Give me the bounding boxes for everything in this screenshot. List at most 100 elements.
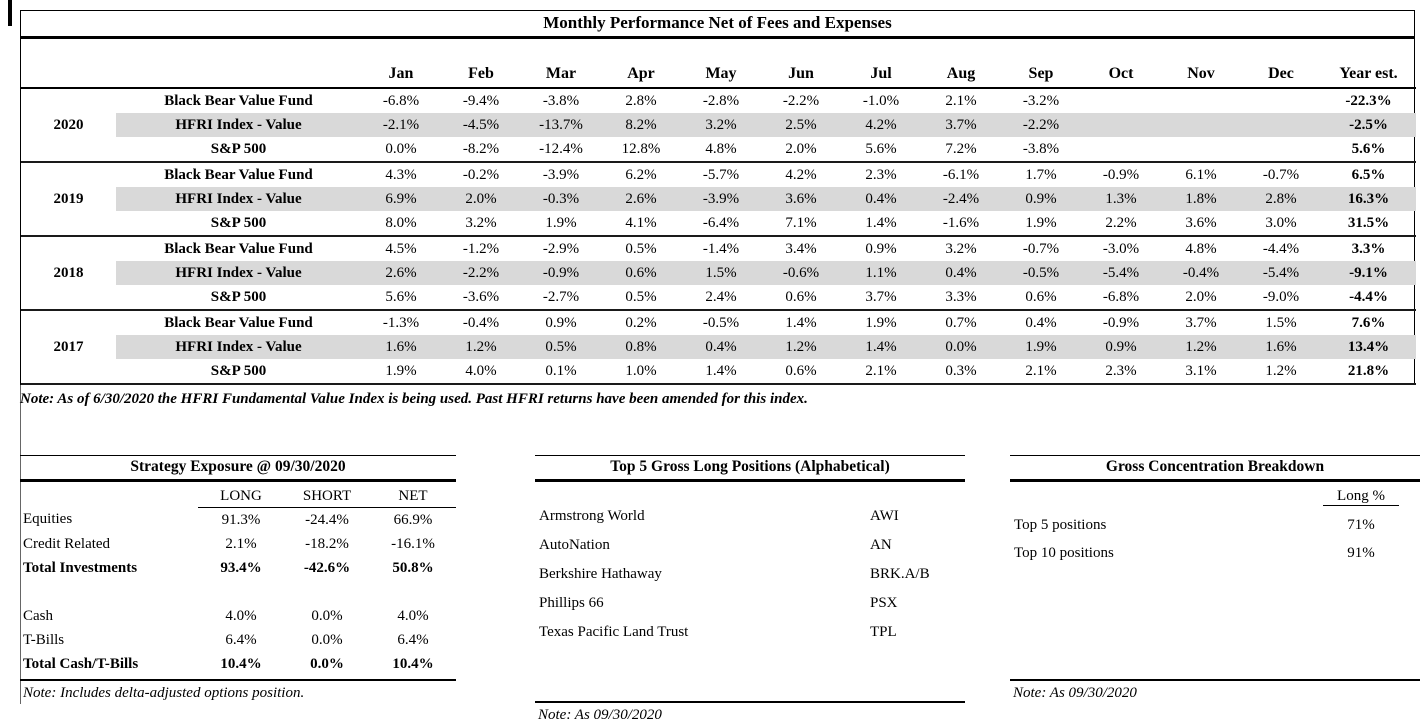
month-value-cell: 1.4%	[841, 211, 921, 237]
position-row: Berkshire Hathaway BRK.A/B	[535, 562, 965, 591]
month-value-cell: 6.2%	[625, 166, 657, 183]
month-value-cell: 2.5%	[761, 113, 841, 137]
month-value-cell: 1.2%	[761, 335, 841, 359]
position-ticker: AWI	[870, 508, 899, 524]
month-value-cell	[1241, 113, 1321, 137]
strategy-row-label: Total Investments	[23, 559, 138, 576]
month-value-cell: 2.0%	[1161, 285, 1241, 311]
month-value-cell: -1.4%	[702, 240, 740, 257]
month-value-cell: -2.2%	[1001, 113, 1081, 137]
concentration-value: 71%	[1347, 517, 1375, 533]
month-value-cell: 3.6%	[1161, 211, 1241, 237]
series-label: S&P 500	[116, 211, 361, 237]
month-value-cell: 1.9%	[1001, 211, 1081, 237]
page-edge-artifact	[8, 0, 12, 26]
month-value-cell: 2.6%	[601, 187, 681, 211]
performance-row: S&P 500 0.0% -8.2% -12.4% 12.8% 4.8% 2.0% 5.6% 7…	[21, 137, 1416, 163]
strategy-long-value: 93.4%	[220, 559, 262, 576]
year-est-cell: 6.5%	[1351, 166, 1386, 183]
month-value-cell: 2.1%	[865, 362, 897, 379]
month-value-cell: -3.6%	[441, 285, 521, 311]
concentration-label: Top 10 positions	[1014, 545, 1114, 561]
strategy-row-label: Equities	[23, 511, 73, 528]
month-value-cell: 5.6%	[361, 285, 441, 311]
concentration-content: Long % Top 5 positions 71% Top 10 position…	[1010, 482, 1420, 681]
strategy-short-value: -18.2%	[305, 535, 349, 552]
month-value-cell: -3.8%	[542, 92, 580, 109]
position-name: Phillips 66	[539, 595, 604, 611]
month-value-cell: -3.9%	[542, 166, 580, 183]
month-value-cell: -6.8%	[1081, 285, 1161, 311]
strategy-label-col-header	[20, 482, 198, 508]
month-value-cell: 3.7%	[841, 285, 921, 311]
month-value-cell: 0.6%	[601, 261, 681, 285]
month-value-cell: 2.8%	[1241, 187, 1321, 211]
month-value-cell: 2.4%	[681, 285, 761, 311]
concentration-label: Top 5 positions	[1014, 517, 1107, 533]
concentration-value: 91%	[1347, 545, 1375, 561]
month-value-cell: -5.4%	[1081, 261, 1161, 285]
month-value-cell: -0.7%	[1022, 240, 1060, 257]
month-value-cell: 2.1%	[1025, 362, 1057, 379]
month-value-cell	[1241, 137, 1321, 163]
year-label: 2019	[21, 162, 116, 237]
strategy-long-value: 10.4%	[220, 655, 262, 672]
month-value-cell: -1.3%	[382, 314, 420, 331]
year-est-cell: 13.4%	[1321, 335, 1416, 359]
month-value-cell: -5.7%	[702, 166, 740, 183]
month-value-cell: 1.4%	[785, 314, 817, 331]
strategy-short-value: 0.0%	[311, 631, 343, 648]
month-value-cell: -1.0%	[862, 92, 900, 109]
month-value-cell: -4.5%	[441, 113, 521, 137]
strategy-row-label: Cash	[23, 607, 53, 624]
positions-list: Armstrong World AWI AutoNation AN Berkshire …	[535, 482, 965, 703]
year-est-cell: 5.6%	[1321, 137, 1416, 163]
month-value-cell: 3.4%	[785, 240, 817, 257]
month-header: Jul	[841, 39, 921, 89]
month-value-cell: 3.2%	[681, 113, 761, 137]
concentration-row: Top 10 positions 91%	[1010, 540, 1420, 568]
short-col-header: SHORT	[284, 482, 370, 508]
month-value-cell: 8.2%	[601, 113, 681, 137]
strategy-long-value: 6.4%	[225, 631, 257, 648]
month-value-cell: 2.0%	[761, 137, 841, 163]
month-header: Mar	[521, 39, 601, 89]
performance-row: HFRI Index - Value 6.9% 2.0% -0.3% 2.6% -3.9%…	[21, 187, 1416, 211]
position-name: Armstrong World	[539, 508, 645, 524]
position-ticker: AN	[870, 537, 892, 553]
series-label: HFRI Index - Value	[116, 261, 361, 285]
year-col-header	[21, 39, 116, 89]
month-value-cell: 4.2%	[785, 166, 817, 183]
strategy-row: Equities 91.3% -24.4% 66.9%	[20, 508, 456, 533]
month-value-cell: 4.8%	[1185, 240, 1217, 257]
strategy-net-value: -16.1%	[391, 535, 435, 552]
month-value-cell	[1161, 137, 1241, 163]
strategy-net-value: 10.4%	[392, 655, 434, 672]
month-value-cell: 3.7%	[1185, 314, 1217, 331]
strategy-header-row: LONG SHORT NET	[20, 482, 456, 508]
month-value-cell	[1081, 88, 1161, 113]
monthly-performance-section: Monthly Performance Net of Fees and Expe…	[20, 10, 1416, 408]
month-value-cell: 5.6%	[841, 137, 921, 163]
year-est-cell: 7.6%	[1351, 314, 1386, 331]
month-value-cell: 0.9%	[545, 314, 577, 331]
performance-row: 2020 Black Bear Value Fund -6.8% -9.4% -3.8%…	[21, 88, 1416, 163]
strategy-net-value: 4.0%	[397, 607, 429, 624]
positions-note: Note: As 09/30/2020	[538, 707, 662, 723]
month-value-cell: -12.4%	[521, 137, 601, 163]
long-pct-col-header: Long %	[1323, 488, 1399, 506]
strategy-row-label: Total Cash/T-Bills	[23, 655, 139, 672]
month-value-cell: 2.2%	[1081, 211, 1161, 237]
strategy-long-value: 91.3%	[221, 511, 261, 528]
position-row: Texas Pacific Land Trust TPL	[535, 620, 965, 649]
performance-row: HFRI Index - Value 1.6% 1.2% 0.5% 0.8% 0.4% 1.…	[21, 335, 1416, 359]
strategy-short-value	[284, 580, 370, 604]
month-value-cell: 1.5%	[1265, 314, 1297, 331]
month-value-cell: 1.9%	[521, 211, 601, 237]
month-value-cell: -1.6%	[921, 211, 1001, 237]
concentration-section: Gross Concentration Breakdown Long % Top…	[1010, 455, 1420, 702]
month-value-cell: -6.1%	[942, 166, 980, 183]
month-value-cell: 0.5%	[601, 285, 681, 311]
month-value-cell: 0.9%	[865, 240, 897, 257]
month-value-cell: -0.5%	[702, 314, 740, 331]
